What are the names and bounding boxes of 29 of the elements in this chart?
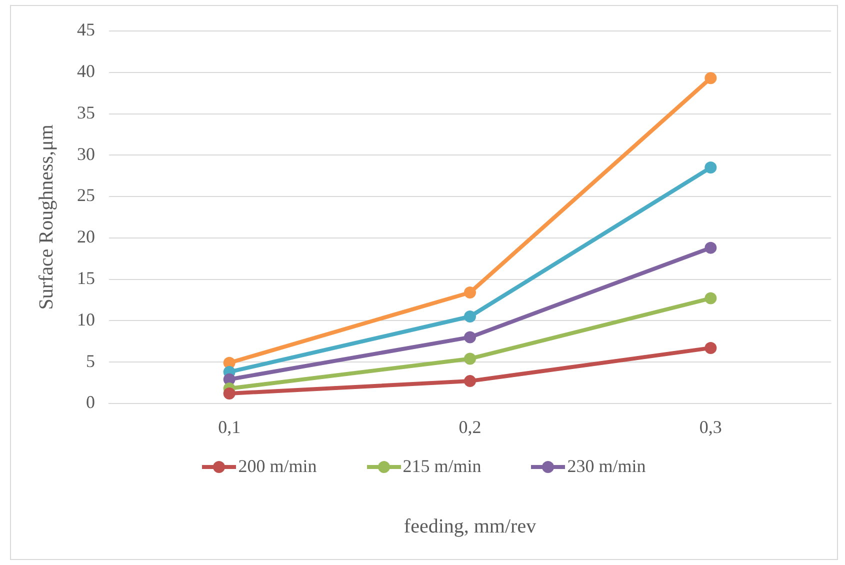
y-tick-label: 15 — [77, 268, 95, 288]
y-tick-label: 20 — [77, 226, 95, 247]
point — [704, 242, 717, 254]
point — [464, 375, 476, 388]
legend-label: 230 m/min — [567, 456, 646, 477]
point — [464, 331, 476, 344]
point — [464, 352, 476, 365]
point — [704, 292, 717, 304]
y-tick-label: 35 — [77, 102, 95, 122]
point — [464, 310, 476, 323]
y-tick-label: 40 — [77, 61, 95, 82]
legend-label: 215 m/min — [402, 456, 482, 477]
point — [704, 72, 717, 84]
y-tick-label: 5 — [86, 350, 95, 371]
x-axis-title: feeding, mm/rev — [404, 515, 536, 538]
legend-label: 200 m/min — [238, 456, 317, 477]
x-tick-label: 0,3 — [699, 416, 722, 437]
y-tick-label: 0 — [86, 392, 95, 412]
y-axis-title: Surface Roughness,μm — [35, 124, 58, 310]
point — [704, 162, 717, 174]
y-tick-label: 10 — [77, 309, 95, 330]
y-tick-label: 25 — [77, 185, 95, 206]
y-tick-label: 30 — [77, 144, 95, 164]
x-tick-label: 0,1 — [218, 416, 241, 437]
y-tick-label: 45 — [77, 20, 95, 40]
point — [223, 387, 236, 400]
point — [464, 286, 476, 299]
point — [704, 342, 717, 354]
x-tick-label: 0,2 — [458, 416, 482, 437]
